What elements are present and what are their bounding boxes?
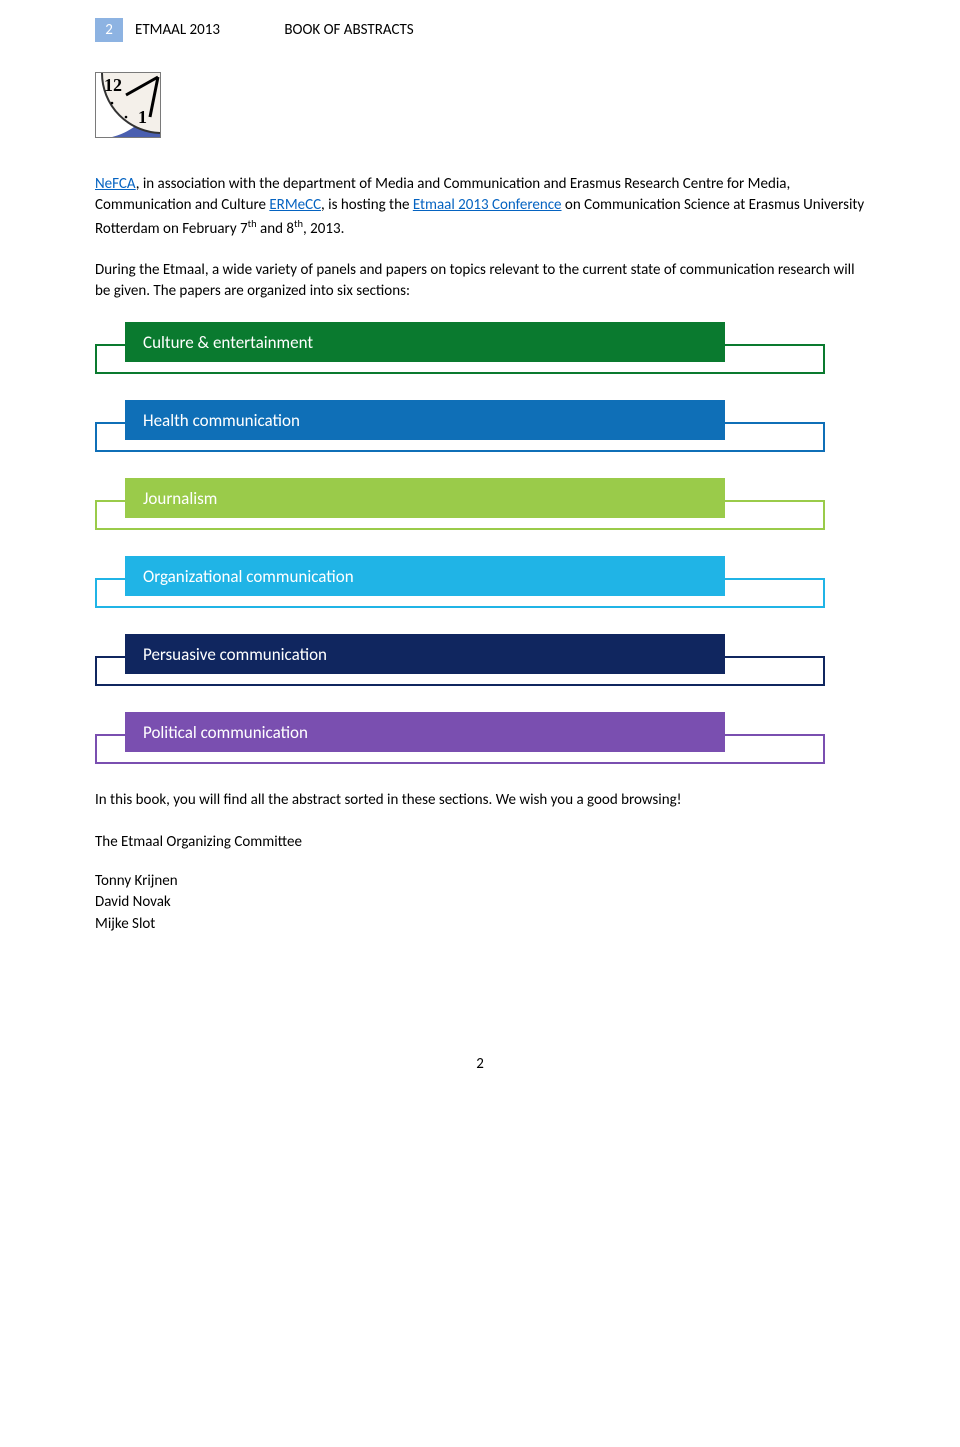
nefca-link[interactable]: NeFCA bbox=[95, 175, 136, 193]
section-label: Journalism bbox=[125, 478, 725, 518]
committee-member: Tonny Krijnen bbox=[95, 871, 865, 892]
section-label: Political communication bbox=[125, 712, 725, 752]
document-page: 2 ETMAAL 2013 BOOK OF ABSTRACTS 12 1 NeF… bbox=[0, 0, 960, 1447]
section-label: Organizational communication bbox=[125, 556, 725, 596]
intro-text-5: , 2013. bbox=[303, 220, 344, 238]
sup-7th: th bbox=[248, 217, 257, 230]
intro-paragraph: NeFCA, in association with the departmen… bbox=[95, 174, 865, 240]
closing-paragraph: In this book, you will find all the abst… bbox=[95, 790, 865, 811]
section-label: Culture & entertainment bbox=[125, 322, 725, 362]
names-list: Tonny KrijnenDavid NovakMijke Slot bbox=[95, 871, 865, 935]
paragraph-2: During the Etmaal, a wide variety of pan… bbox=[95, 260, 865, 303]
svg-text:12: 12 bbox=[104, 75, 122, 95]
section-row: Political communication bbox=[95, 712, 865, 764]
sup-8th: th bbox=[294, 217, 303, 230]
header-page-number: 2 bbox=[95, 18, 123, 42]
header-subtitle-text: BOOK OF ABSTRACTS bbox=[284, 21, 413, 39]
section-row: Health communication bbox=[95, 400, 865, 452]
page-header: 2 ETMAAL 2013 BOOK OF ABSTRACTS bbox=[95, 18, 865, 42]
intro-text-4: and 8 bbox=[257, 220, 294, 238]
committee-member: Mijke Slot bbox=[95, 914, 865, 935]
intro-text-2: , is hosting the bbox=[321, 196, 413, 214]
section-label: Persuasive communication bbox=[125, 634, 725, 674]
committee-member: David Novak bbox=[95, 892, 865, 913]
sections-list: Culture & entertainment Health communicat… bbox=[95, 322, 865, 764]
header-title-text: ETMAAL 2013 bbox=[135, 21, 220, 39]
signature-block: The Etmaal Organizing Committee Tonny Kr… bbox=[95, 832, 865, 935]
etmaal-link[interactable]: Etmaal 2013 Conference bbox=[413, 196, 562, 214]
section-row: Journalism bbox=[95, 478, 865, 530]
section-row: Persuasive communication bbox=[95, 634, 865, 686]
footer-page-number: 2 bbox=[95, 1055, 865, 1073]
section-row: Culture & entertainment bbox=[95, 322, 865, 374]
ermecc-link[interactable]: ERMeCC bbox=[269, 196, 321, 214]
committee-line: The Etmaal Organizing Committee bbox=[95, 832, 865, 853]
section-row: Organizational communication bbox=[95, 556, 865, 608]
svg-text:1: 1 bbox=[138, 107, 147, 127]
section-label: Health communication bbox=[125, 400, 725, 440]
clock-icon: 12 1 bbox=[95, 72, 161, 138]
header-title: ETMAAL 2013 BOOK OF ABSTRACTS bbox=[135, 21, 414, 39]
